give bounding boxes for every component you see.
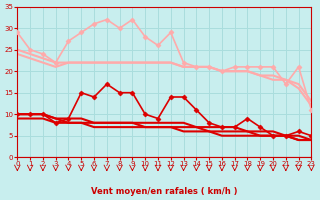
X-axis label: Vent moyen/en rafales ( km/h ): Vent moyen/en rafales ( km/h ) (91, 187, 238, 196)
